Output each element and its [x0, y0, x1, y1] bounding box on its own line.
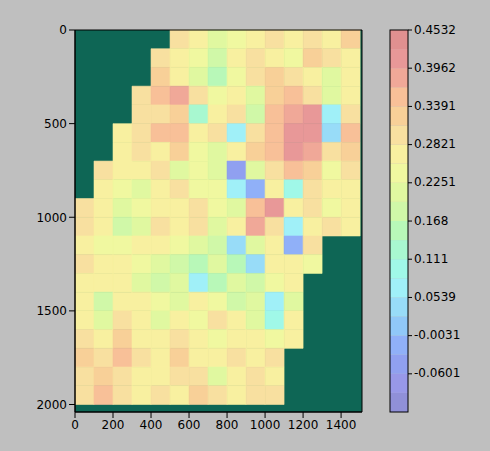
svg-text:-0.0031: -0.0031 [414, 328, 460, 342]
svg-text:0.111: 0.111 [414, 252, 448, 266]
svg-text:0: 0 [59, 23, 67, 37]
svg-text:400: 400 [140, 418, 163, 432]
svg-text:0.3962: 0.3962 [414, 61, 456, 75]
svg-text:1400: 1400 [326, 418, 357, 432]
svg-text:1500: 1500 [36, 304, 67, 318]
svg-text:0.3391: 0.3391 [414, 99, 456, 113]
svg-text:-0.0601: -0.0601 [414, 366, 460, 380]
svg-text:0.0539: 0.0539 [414, 290, 456, 304]
svg-text:800: 800 [216, 418, 239, 432]
svg-text:0.4532: 0.4532 [414, 23, 456, 37]
svg-text:200: 200 [102, 418, 125, 432]
svg-text:0.2251: 0.2251 [414, 175, 456, 189]
svg-text:2000: 2000 [36, 398, 67, 412]
svg-text:1200: 1200 [288, 418, 319, 432]
svg-text:0.168: 0.168 [414, 214, 448, 228]
svg-text:0: 0 [71, 418, 79, 432]
svg-text:500: 500 [44, 117, 67, 131]
svg-text:0.2821: 0.2821 [414, 137, 456, 151]
svg-text:600: 600 [178, 418, 201, 432]
svg-text:1000: 1000 [250, 418, 281, 432]
svg-text:1000: 1000 [36, 211, 67, 225]
